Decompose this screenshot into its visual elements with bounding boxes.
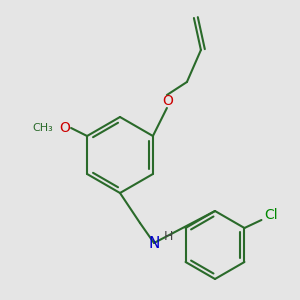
Text: N: N [148, 236, 160, 250]
Text: O: O [163, 94, 173, 108]
Text: Cl: Cl [265, 208, 278, 222]
Text: H: H [163, 230, 173, 242]
Text: O: O [60, 121, 70, 135]
Text: CH₃: CH₃ [33, 123, 53, 133]
